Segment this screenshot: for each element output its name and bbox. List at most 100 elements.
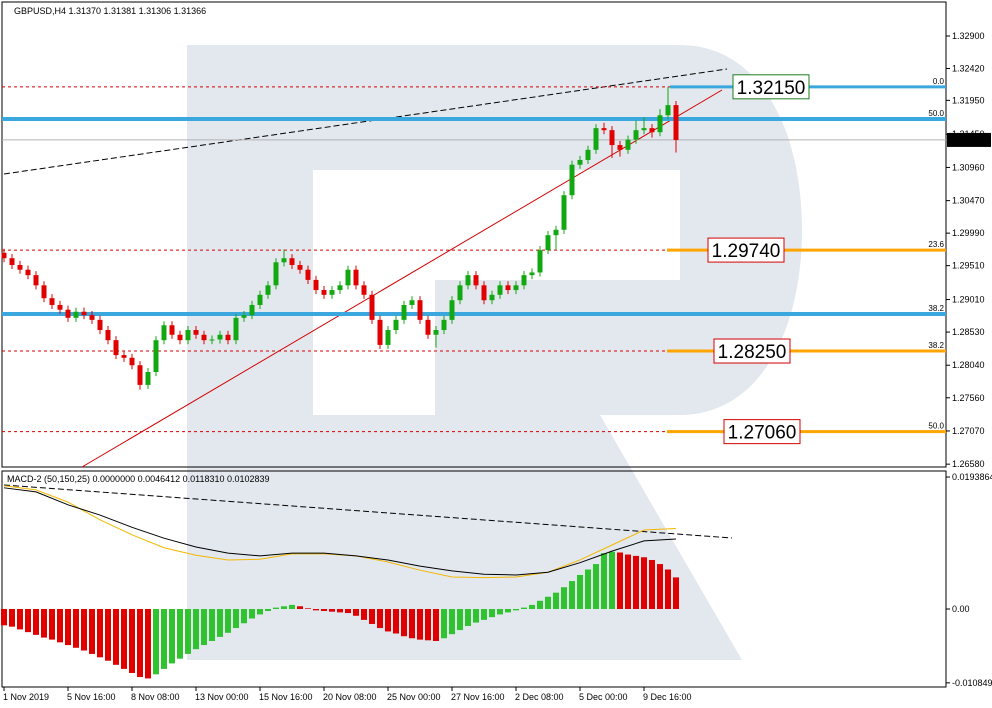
macd-panel bbox=[1, 470, 947, 688]
candle-body bbox=[401, 304, 407, 320]
macd-header: MACD-2 (50,150,25) 0.0000000 0.0046412 0… bbox=[7, 474, 270, 484]
histogram-bar bbox=[129, 608, 135, 673]
candle-body bbox=[329, 290, 335, 295]
histogram-bar bbox=[553, 592, 559, 609]
histogram-bar bbox=[409, 608, 415, 639]
candle-body bbox=[9, 258, 15, 265]
candle-body bbox=[385, 330, 391, 345]
candle-body bbox=[361, 285, 367, 295]
histogram-bar bbox=[185, 608, 191, 654]
x-tick-label: 5 Dec 00:00 bbox=[579, 692, 628, 702]
histogram-bar bbox=[201, 608, 207, 646]
y-tick-label: 1.29010 bbox=[952, 295, 985, 305]
histogram-bar bbox=[297, 606, 303, 609]
histogram-bar bbox=[1, 608, 7, 626]
histogram-bar bbox=[9, 608, 15, 627]
candle-body bbox=[417, 300, 423, 320]
candle-body bbox=[65, 309, 71, 318]
candle-body bbox=[489, 294, 495, 301]
candle-body bbox=[633, 130, 639, 140]
candle-body bbox=[49, 298, 55, 305]
histogram-bar bbox=[425, 608, 431, 641]
candle-body bbox=[481, 285, 487, 301]
target-label: 1.28250 bbox=[718, 342, 787, 363]
histogram-bar bbox=[401, 608, 407, 637]
candle-body bbox=[441, 319, 447, 331]
histogram-bar bbox=[585, 569, 591, 609]
histogram-bar bbox=[57, 608, 63, 643]
histogram-bar bbox=[617, 552, 623, 609]
histogram-bar bbox=[177, 608, 183, 659]
candle-body bbox=[89, 315, 95, 320]
histogram-bar bbox=[385, 608, 391, 632]
histogram-bar bbox=[529, 604, 535, 609]
x-tick-label: 25 Nov 00:00 bbox=[387, 692, 441, 702]
y-tick-label: 1.28530 bbox=[952, 327, 985, 337]
histogram-bar bbox=[313, 608, 319, 611]
candle-body bbox=[649, 128, 655, 133]
candle-body bbox=[577, 159, 583, 165]
candle-body bbox=[521, 275, 527, 286]
fibo-level-label: 38.2 bbox=[928, 341, 944, 350]
histogram-bar bbox=[217, 608, 223, 637]
histogram-bar bbox=[137, 608, 143, 678]
histogram-bar bbox=[329, 608, 335, 612]
candle-body bbox=[73, 311, 79, 318]
fibo-level-label: 23.6 bbox=[928, 240, 944, 249]
candle-body bbox=[529, 272, 535, 276]
target-label: 1.29740 bbox=[712, 241, 781, 262]
histogram-bar bbox=[121, 608, 127, 669]
x-tick-label: 8 Nov 08:00 bbox=[131, 692, 180, 702]
target-box bbox=[732, 74, 810, 100]
fibo-level-label: 50.0 bbox=[928, 109, 944, 118]
histogram-bar bbox=[649, 559, 655, 609]
candle-body bbox=[241, 315, 247, 318]
candle-body bbox=[601, 128, 607, 131]
histogram-bar bbox=[569, 581, 575, 609]
candle-body bbox=[161, 325, 167, 341]
histogram-bar bbox=[49, 608, 55, 640]
y-tick-label: 1.26580 bbox=[952, 459, 985, 469]
candle-body bbox=[305, 269, 311, 280]
candle-body bbox=[289, 258, 295, 265]
target-label: 1.27060 bbox=[728, 423, 797, 444]
histogram-bar bbox=[281, 606, 287, 609]
y-tick-label: 0.0193864 bbox=[952, 472, 992, 482]
histogram-bar bbox=[81, 608, 87, 651]
fibo-level-label: 50.0 bbox=[928, 422, 944, 431]
candle-body bbox=[505, 285, 511, 291]
x-tick-label: 5 Nov 16:00 bbox=[67, 692, 116, 702]
macd-trend-line bbox=[3, 484, 733, 539]
histogram-bar bbox=[673, 577, 679, 609]
y-tick-label: 1.32900 bbox=[952, 31, 985, 41]
x-tick-label: 2 Dec 08:00 bbox=[515, 692, 564, 702]
candle-body bbox=[369, 294, 375, 320]
candle-body bbox=[593, 128, 599, 150]
main-panel bbox=[1, 1, 947, 468]
histogram-bar bbox=[625, 554, 631, 609]
candle-body bbox=[337, 285, 343, 291]
candle-body bbox=[129, 357, 135, 366]
histogram-bar bbox=[113, 608, 119, 665]
candle-body bbox=[249, 304, 255, 316]
x-tick-label: 1 Nov 2019 bbox=[3, 692, 49, 702]
target-box bbox=[713, 338, 791, 364]
candle-body bbox=[97, 319, 103, 331]
last-price-box bbox=[947, 132, 991, 147]
candle-body bbox=[537, 250, 543, 273]
histogram-bar bbox=[73, 608, 79, 648]
histogram-bar bbox=[593, 564, 599, 609]
candle-body bbox=[377, 319, 383, 345]
candle-body bbox=[345, 269, 351, 286]
x-tick-label: 13 Nov 00:00 bbox=[195, 692, 249, 702]
candle-body bbox=[233, 317, 239, 341]
histogram-bar bbox=[417, 608, 423, 640]
candle-body bbox=[449, 300, 455, 320]
histogram-bar bbox=[145, 608, 151, 679]
candle-body bbox=[185, 330, 191, 341]
fibo-base-line bbox=[81, 89, 723, 468]
candle-body bbox=[393, 319, 399, 331]
candle-body bbox=[297, 264, 303, 270]
candle-body bbox=[273, 262, 279, 286]
candle-body bbox=[625, 139, 631, 150]
